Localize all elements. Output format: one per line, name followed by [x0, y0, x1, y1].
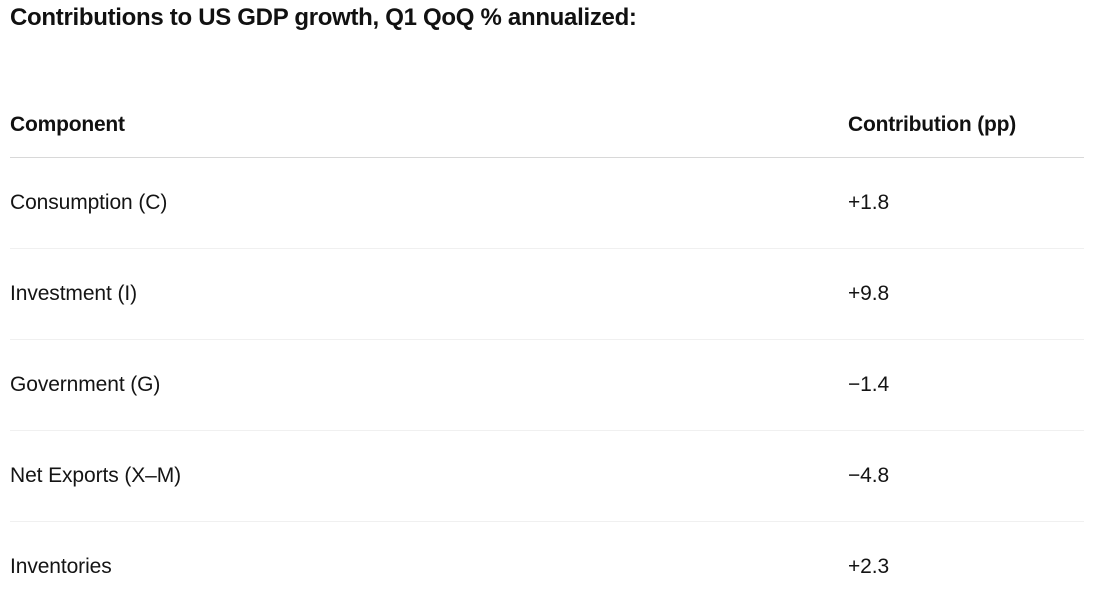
- component-cell: Inventories: [10, 555, 112, 578]
- table-row: Net Exports (X–M) −4.8: [10, 430, 1084, 522]
- contribution-cell: +9.8: [848, 248, 1084, 340]
- contribution-cell: +2.3: [848, 555, 890, 578]
- table-header-row: Component Contribution (pp): [10, 112, 1084, 158]
- contribution-cell: −4.8: [848, 430, 1084, 522]
- column-header-component: Component: [10, 112, 848, 158]
- component-cell: Consumption (C): [10, 157, 848, 249]
- table-row: Government (G) −1.4: [10, 339, 1084, 431]
- column-header-contribution: Contribution (pp): [848, 112, 1084, 158]
- table-row: Consumption (C) +1.8: [10, 157, 1084, 249]
- page-title: Contributions to US GDP growth, Q1 QoQ %…: [10, 4, 637, 31]
- contribution-cell: −1.4: [848, 339, 1084, 431]
- contribution-cell: +1.8: [848, 157, 1084, 249]
- component-cell: Investment (I): [10, 248, 848, 340]
- table-row: Investment (I) +9.8: [10, 248, 1084, 340]
- component-cell: Government (G): [10, 339, 848, 431]
- table-row: Inventories +2.3: [10, 522, 1084, 613]
- gdp-contributions-table: Component Contribution (pp) Consumption …: [10, 112, 1084, 612]
- component-cell: Net Exports (X–M): [10, 430, 848, 522]
